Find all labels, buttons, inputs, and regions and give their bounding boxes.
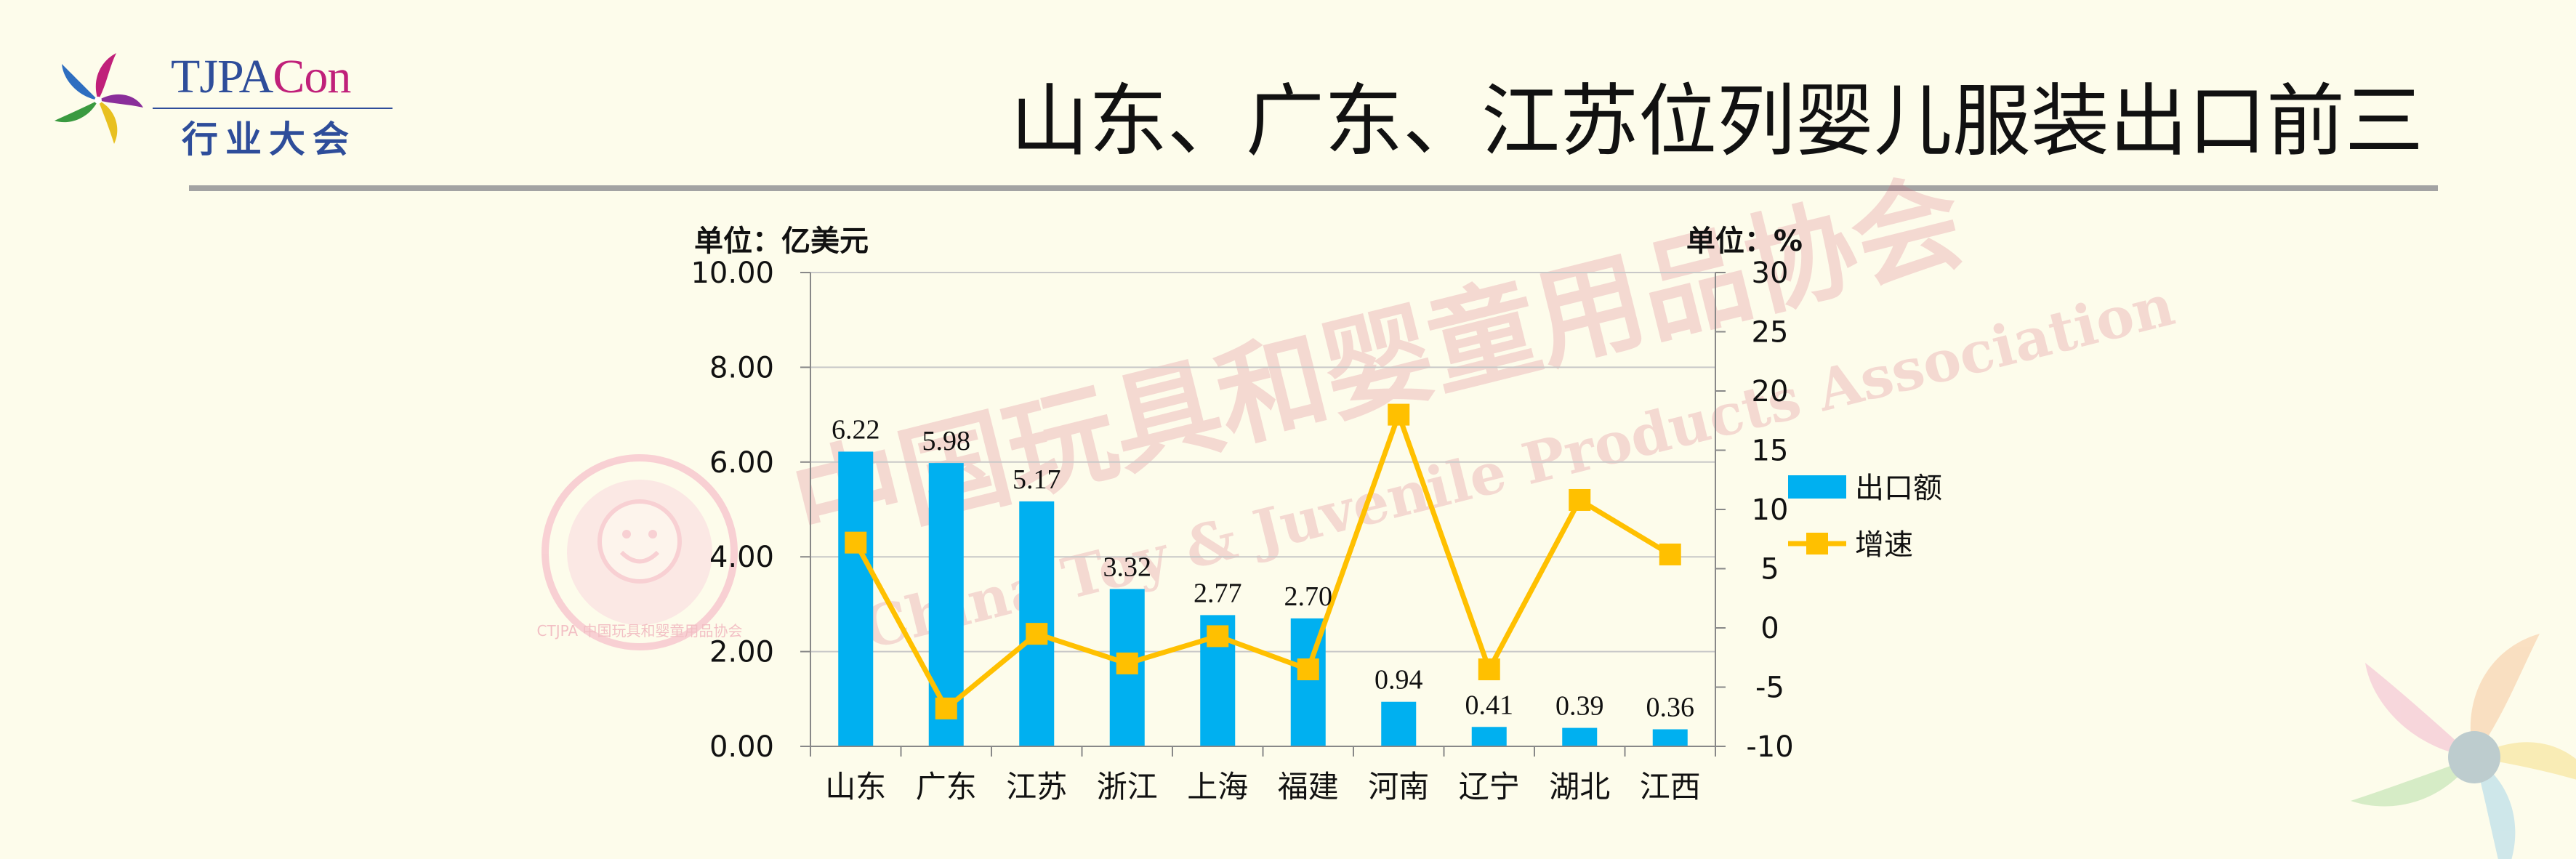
x-axis-category-label: 广东 [916,769,977,804]
x-axis-category-label: 浙江 [1097,769,1158,804]
legend-line-label: 增速 [1855,528,1913,562]
right-axis-tick-label: 30 [1752,257,1789,290]
logo-wordmark: TJPACon [171,50,351,103]
pinwheel-decoration-icon [2351,634,2576,859]
growth-point-marker [935,697,957,719]
growth-point-marker [1297,658,1319,681]
x-axis-category-label: 福建 [1278,769,1339,804]
left-axis-tick-label: 4.00 [709,541,774,574]
title-divider [189,185,2438,191]
growth-line [853,412,1672,711]
right-axis-tick-label: 0 [1760,612,1779,645]
legend-line-marker [1806,533,1828,554]
growth-point-marker [1116,652,1138,674]
x-axis-category-label: 江西 [1640,769,1701,804]
growth-point-marker [1478,658,1500,681]
left-axis-tick-label: 8.00 [709,351,774,384]
right-axis-tick-label: -10 [1746,730,1793,764]
bar-data-label: 3.32 [1103,552,1152,583]
bar-data-label: 6.22 [832,414,880,445]
x-axis-category-label: 湖北 [1549,769,1610,804]
legend-bar-swatch [1788,475,1846,499]
bar [1471,727,1507,746]
x-axis-category-label: 山东 [825,769,886,804]
association-watermark: 中国玩具和婴童用品协会 China Toy & Juvenile Product… [781,156,2181,663]
x-axis-category-label: 辽宁 [1459,769,1520,804]
bar [838,451,874,746]
bar-data-label: 0.39 [1555,691,1604,722]
bar-data-label: 2.77 [1194,578,1242,608]
right-axis-tick-label: 20 [1752,375,1789,408]
bar-data-label: 0.41 [1465,690,1514,720]
logo-divider [153,108,393,109]
growth-point-marker [1659,543,1681,565]
right-axis-tick-label: 25 [1752,316,1789,350]
right-axis-tick-label: 15 [1752,435,1789,468]
growth-point-marker [1207,625,1229,648]
x-axis-category-label: 江苏 [1006,769,1067,804]
tjpacon-logo: TJPACon 行业大会 [44,44,422,161]
left-axis-tick-label: 6.00 [709,446,774,480]
bar-data-label: 0.94 [1374,665,1423,695]
bar [1652,729,1688,746]
pinwheel-logo-icon [55,53,143,144]
growth-point-marker [1388,403,1410,426]
axes: 0.00 2.00 4.00 6.00 8.00 10.00 -10 -5 0 5 10 15 20 25… [691,225,1803,804]
left-axis-unit-label: 单位：亿美元 [694,225,869,258]
seal-text: CTJPA 中国玩具和婴童用品协会 [537,622,743,640]
bar [1562,727,1598,746]
data-labels: 6.22 5.98 5.17 3.32 2.77 2.70 0.94 0.41 0.39 0.36 [832,414,1694,722]
legend-bar-label: 出口额 [1855,472,1942,505]
logo-subtitle: 行业大会 [182,118,356,161]
left-axis-tick-label: 10.00 [691,257,774,290]
growth-point-marker [845,531,867,554]
ctjpa-seal-watermark: CTJPA 中国玩具和婴童用品协会 [537,454,743,650]
x-axis-category-label: 上海 [1187,769,1248,804]
page-title: 山东、广东、江苏位列婴儿服装出口前三 [1010,76,2423,167]
right-axis-tick-label: 5 [1760,553,1779,586]
bar-series [838,451,1688,746]
growth-point-marker [1026,623,1048,645]
right-axis-tick-label: -5 [1755,672,1784,705]
right-axis-unit-label: 单位：% [1686,225,1803,258]
bar-data-label: 0.36 [1646,693,1695,723]
x-axis-category-label: 河南 [1368,769,1429,804]
growth-point-marker [1569,488,1591,511]
left-axis-tick-label: 2.00 [709,636,774,669]
bar [1381,701,1417,746]
bar-data-label: 5.17 [1013,464,1061,495]
line-series [845,403,1681,719]
left-axis-tick-label: 0.00 [709,730,774,764]
right-axis-tick-label: 10 [1752,493,1789,527]
bar-data-label: 5.98 [922,426,971,456]
bar-data-label: 2.70 [1284,581,1333,612]
